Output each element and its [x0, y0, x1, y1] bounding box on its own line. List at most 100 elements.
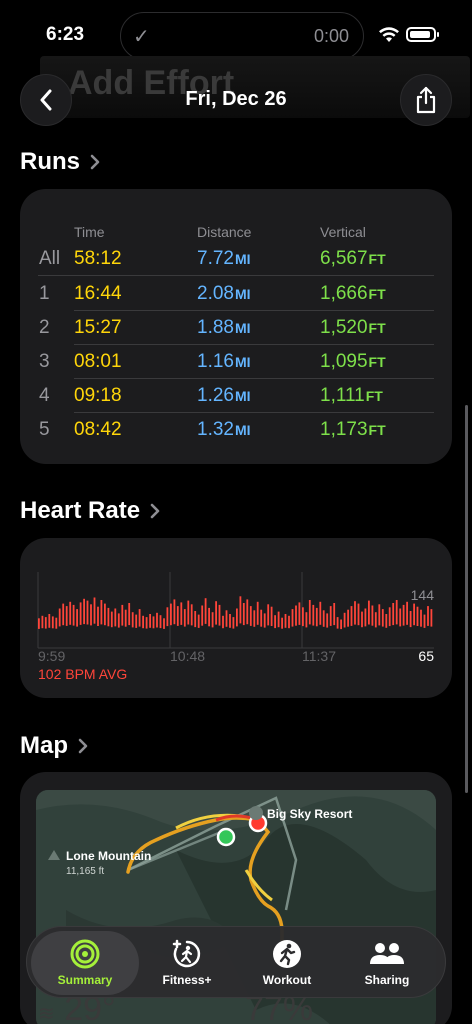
heart-rate-bar	[319, 601, 322, 625]
heart-rate-bar	[333, 603, 336, 626]
heart-rate-bar	[322, 610, 325, 627]
heart-rate-bar	[38, 618, 40, 629]
resort-pin-icon	[249, 806, 263, 820]
heart-rate-bar	[201, 605, 204, 626]
fitness-plus-icon	[172, 939, 201, 968]
time-header: Time	[74, 224, 105, 240]
heart-rate-bar	[260, 609, 263, 627]
heart-rate-bar	[170, 603, 172, 626]
heart-rate-bar	[270, 606, 273, 626]
heart-rate-bar	[114, 608, 117, 627]
dynamic-island-activity[interactable]: ✓ 0:00	[120, 12, 364, 60]
activity-timer: 0:00	[313, 26, 349, 46]
tab-summary[interactable]: Summary	[31, 931, 139, 995]
heart-rate-title: Heart Rate	[20, 497, 141, 524]
heart-rate-bar	[350, 606, 353, 626]
heart-rate-bar	[180, 602, 183, 625]
run-row[interactable]: 5 08:42 1.32MI 1,173FT	[20, 412, 452, 446]
heart-rate-section-header[interactable]: Heart Rate	[20, 497, 160, 525]
heart-rate-average: 102 BPM AVG	[38, 666, 127, 682]
heart-rate-bar	[263, 613, 266, 628]
run-time: 58:12	[74, 248, 122, 269]
run-vertical: 6,567FT	[320, 248, 386, 269]
heart-rate-bar	[430, 609, 433, 627]
scrollbar[interactable]	[465, 405, 468, 793]
runs-section-header[interactable]: Runs	[20, 148, 100, 176]
heart-rate-bar	[256, 601, 259, 625]
heart-rate-bar	[156, 612, 158, 628]
heart-rate-bar	[368, 600, 370, 625]
heart-rate-bar	[364, 608, 367, 627]
tab-label: Fitness+	[162, 973, 212, 987]
back-button[interactable]	[20, 74, 72, 126]
people-icon	[370, 943, 404, 964]
route-path	[126, 816, 284, 952]
heart-rate-bar	[190, 604, 193, 626]
run-row[interactable]: 2 15:27 1.88MI 1,520FT	[20, 310, 452, 344]
tab-label: Sharing	[364, 973, 410, 987]
heart-rate-bar	[48, 614, 51, 628]
heart-rate-bar	[218, 604, 221, 626]
map-section-header[interactable]: Map	[20, 732, 88, 760]
run-distance: 2.08MI	[197, 283, 251, 304]
chevron-right-icon	[90, 154, 100, 170]
heart-rate-bar	[326, 613, 329, 628]
tab-bar: Summary Fitness+ Workout Sharing	[26, 926, 446, 998]
heart-rate-bar	[406, 601, 408, 625]
heart-rate-card[interactable]: 144 65 9:59 10:48 11:37 102 BPM AVG	[20, 538, 452, 698]
heart-rate-bar	[90, 604, 92, 626]
chevron-left-icon	[40, 89, 52, 111]
heart-rate-bar	[55, 617, 58, 629]
mountain-icon	[48, 850, 60, 860]
tab-fitness-plus[interactable]: Fitness+	[137, 927, 237, 999]
run-time: 08:42	[74, 419, 122, 440]
heart-rate-bar	[239, 596, 242, 624]
poi-label: Lone Mountain	[66, 849, 151, 863]
heart-rate-bar	[204, 598, 207, 624]
share-button[interactable]	[400, 74, 452, 126]
map-title: Map	[20, 732, 68, 759]
heart-rate-bar	[392, 603, 395, 626]
heart-rate-bar	[124, 609, 127, 627]
page-title: Fri, Dec 26	[185, 88, 287, 110]
heart-rate-bar	[232, 617, 235, 629]
run-vertical: 1,520FT	[320, 317, 386, 338]
vertical-header: Vertical	[320, 224, 366, 240]
run-number: 4	[39, 385, 50, 406]
heart-rate-bar	[361, 611, 363, 628]
heart-rate-bar	[291, 609, 294, 627]
heart-rate-bar	[371, 605, 374, 626]
poi-elevation: 11,165 ft	[66, 866, 104, 877]
run-number: 3	[39, 351, 50, 372]
heart-rate-bar	[183, 609, 186, 627]
ski-lift-line	[127, 796, 298, 911]
heart-rate-bar	[142, 615, 144, 629]
heart-rate-bar	[385, 614, 388, 628]
divider	[74, 412, 434, 413]
runs-card[interactable]: Time Distance Vertical All 58:12 7.72MI …	[20, 189, 452, 464]
heart-rate-bar	[298, 602, 301, 625]
divider	[74, 344, 434, 345]
run-row[interactable]: 1 16:44 2.08MI 1,666FT	[20, 276, 452, 310]
run-vertical: 1,173FT	[320, 419, 386, 440]
tab-sharing[interactable]: Sharing	[337, 927, 437, 999]
checkmark-icon: ✓	[133, 26, 150, 48]
terrain	[36, 790, 436, 831]
heart-rate-bar	[44, 617, 47, 629]
run-distance: 1.88MI	[197, 317, 251, 338]
heart-rate-bar	[340, 619, 342, 630]
row-label: All	[39, 248, 61, 269]
route-path	[244, 869, 273, 902]
heart-rate-bar	[166, 607, 169, 627]
run-row[interactable]: 3 08:01 1.16MI 1,095FT	[20, 344, 452, 378]
heart-rate-bar	[100, 600, 103, 625]
tab-workout[interactable]: Workout	[237, 927, 337, 999]
chevron-right-icon	[78, 738, 88, 754]
heart-rate-bar	[409, 611, 412, 628]
run-row[interactable]: 4 09:18 1.26MI 1,111FT	[20, 378, 452, 412]
run-time: 16:44	[74, 283, 122, 304]
heart-rate-bar	[93, 597, 96, 624]
heart-rate-bar	[159, 615, 162, 629]
x-tick-label: 10:48	[170, 648, 205, 664]
status-time: 6:23	[46, 24, 85, 45]
